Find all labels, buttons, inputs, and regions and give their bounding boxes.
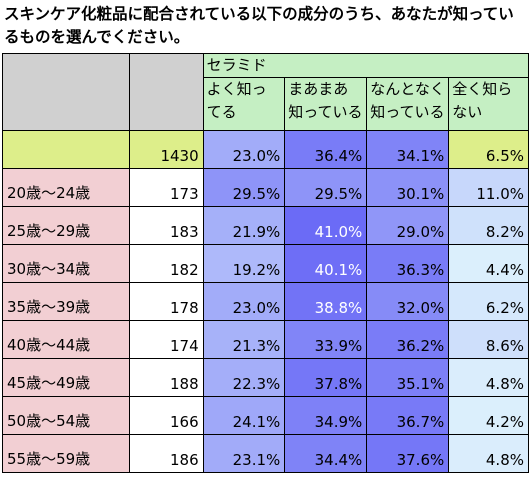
- table-row: 50歳～54歳 166 24.1% 34.9% 36.7% 4.2%: [1, 395, 529, 435]
- header-blank-label: [1, 53, 131, 131]
- percentage-cell: 8.2%: [448, 205, 529, 245]
- percentage-cell: 29.0%: [366, 205, 450, 245]
- table-row: 30歳～34歳 182 19.2% 40.1% 36.3% 4.4%: [1, 243, 529, 283]
- column-header-line2: 知っている: [284, 101, 368, 131]
- ceramide-awareness-table: セラミド よく知っ まあまあ なんとなく 全く知ら てる 知っている 知っている…: [1, 53, 529, 473]
- percentage-cell: 36.4%: [284, 129, 368, 169]
- percentage-cell: 35.1%: [366, 357, 450, 397]
- percentage-cell: 37.8%: [284, 357, 368, 397]
- percentage-cell: 37.6%: [366, 433, 450, 473]
- age-group-label: 40歳～44歳: [1, 319, 131, 359]
- percentage-cell: 23.0%: [202, 129, 286, 169]
- respondent-count: 186: [129, 433, 204, 473]
- percentage-cell: 21.3%: [202, 319, 286, 359]
- percentage-cell: 34.4%: [284, 433, 368, 473]
- percentage-cell: 4.4%: [448, 243, 529, 283]
- column-header: まあまあ: [284, 77, 368, 101]
- age-group-label: 50歳～54歳: [1, 395, 131, 435]
- percentage-cell: 22.3%: [202, 357, 286, 397]
- percentage-cell: 38.8%: [284, 281, 368, 321]
- column-header-line2: ない: [448, 101, 529, 131]
- percentage-cell: 32.0%: [366, 281, 450, 321]
- column-header-line2: 知っている: [366, 101, 450, 131]
- percentage-cell: 23.0%: [202, 281, 286, 321]
- column-header-line2: てる: [202, 101, 286, 131]
- respondent-count: 174: [129, 319, 204, 359]
- percentage-cell: 41.0%: [284, 205, 368, 245]
- percentage-cell: 36.3%: [366, 243, 450, 283]
- percentage-cell: 34.1%: [366, 129, 450, 169]
- percentage-cell: 40.1%: [284, 243, 368, 283]
- percentage-cell: 29.5%: [284, 167, 368, 207]
- total-row-label: [1, 129, 131, 169]
- column-header: よく知っ: [202, 77, 286, 101]
- respondent-count: 182: [129, 243, 204, 283]
- respondent-count: 1430: [129, 129, 204, 169]
- percentage-cell: 21.9%: [202, 205, 286, 245]
- table-row: 55歳～59歳 186 23.1% 34.4% 37.6% 4.8%: [1, 433, 529, 473]
- page-title: スキンケア化粧品に配合されている以下の成分のうち、あなたが知っているものを選んで…: [4, 5, 514, 46]
- respondent-count: 183: [129, 205, 204, 245]
- percentage-cell: 33.9%: [284, 319, 368, 359]
- percentage-cell: 36.2%: [366, 319, 450, 359]
- percentage-cell: 6.5%: [448, 129, 529, 169]
- percentage-cell: 36.7%: [366, 395, 450, 435]
- percentage-cell: 34.9%: [284, 395, 368, 435]
- table-row: 35歳～39歳 178 23.0% 38.8% 32.0% 6.2%: [1, 281, 529, 321]
- age-group-label: 20歳～24歳: [1, 167, 131, 207]
- respondent-count: 188: [129, 357, 204, 397]
- header-blank-n: [129, 53, 204, 131]
- percentage-cell: 4.8%: [448, 357, 529, 397]
- age-group-label: 30歳～34歳: [1, 243, 131, 283]
- table-row: 40歳～44歳 174 21.3% 33.9% 36.2% 8.6%: [1, 319, 529, 359]
- percentage-cell: 6.2%: [448, 281, 529, 321]
- percentage-cell: 24.1%: [202, 395, 286, 435]
- age-group-label: 25歳～29歳: [1, 205, 131, 245]
- percentage-cell: 19.2%: [202, 243, 286, 283]
- percentage-cell: 11.0%: [448, 167, 529, 207]
- percentage-cell: 4.2%: [448, 395, 529, 435]
- percentage-cell: 29.5%: [202, 167, 286, 207]
- column-header: なんとなく: [366, 77, 450, 101]
- column-header: 全く知ら: [448, 77, 529, 101]
- percentage-cell: 30.1%: [366, 167, 450, 207]
- group-header: セラミド: [202, 53, 529, 78]
- age-group-label: 45歳～49歳: [1, 357, 131, 397]
- respondent-count: 166: [129, 395, 204, 435]
- table-row: 45歳～49歳 188 22.3% 37.8% 35.1% 4.8%: [1, 357, 529, 397]
- age-group-label: 35歳～39歳: [1, 281, 131, 321]
- respondent-count: 178: [129, 281, 204, 321]
- percentage-cell: 23.1%: [202, 433, 286, 473]
- table-row: 25歳～29歳 183 21.9% 41.0% 29.0% 8.2%: [1, 205, 529, 245]
- respondent-count: 173: [129, 167, 204, 207]
- age-group-label: 55歳～59歳: [1, 433, 131, 473]
- table-row: 20歳～24歳 173 29.5% 29.5% 30.1% 11.0%: [1, 167, 529, 207]
- percentage-cell: 4.8%: [448, 433, 529, 473]
- table-row: 1430 23.0% 36.4% 34.1% 6.5%: [1, 129, 529, 169]
- percentage-cell: 8.6%: [448, 319, 529, 359]
